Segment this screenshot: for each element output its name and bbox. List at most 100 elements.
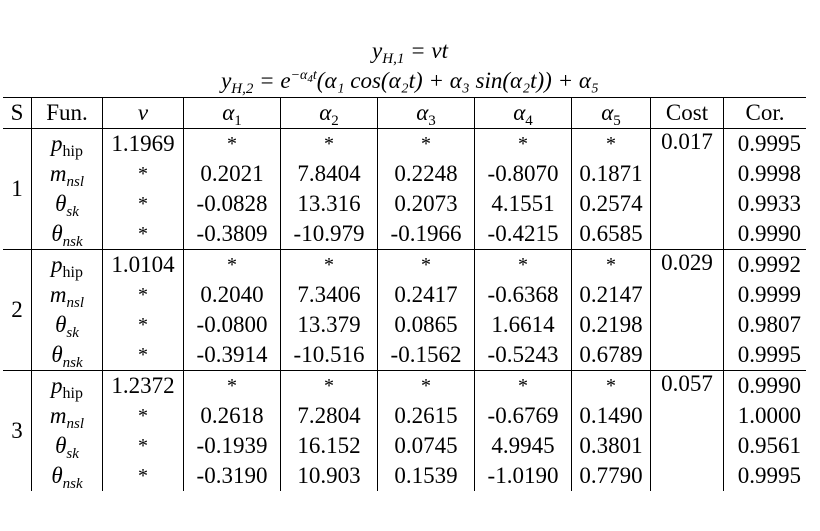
- equation-y-h2: yH,2 = e−α4t(α₁ cos(α₂t) + α₃ sin(α₂t)) …: [0, 68, 820, 94]
- cell-alpha5: 0.3801: [572, 431, 651, 461]
- cell-fun: θsk: [32, 431, 103, 461]
- cell-cor: 0.9995: [724, 129, 807, 160]
- cell-alpha4: 4.9945: [475, 431, 572, 461]
- cell-nu: *: [103, 310, 184, 340]
- table-group-1: 1 phip 1.1969 * * * * * 0.017 0.9995 mnsl * 0.2021 7.…: [3, 129, 806, 250]
- cell-cost: 0.029: [651, 250, 724, 281]
- cell-alpha1: *: [184, 250, 281, 281]
- fun-subscript: sk: [66, 325, 79, 341]
- table-row: mnsl * 0.2040 7.3406 0.2417 -0.6368 0.2147 0.99…: [3, 280, 806, 310]
- cell-cost: [651, 431, 724, 461]
- header-alpha1-sub: 1: [234, 113, 242, 129]
- fun-symbol: m: [50, 161, 67, 186]
- cell-cor: 0.9990: [724, 371, 807, 402]
- cell-alpha3: 0.0745: [378, 431, 475, 461]
- cell-cor: 0.9995: [724, 340, 807, 371]
- header-alpha4-sub: 4: [525, 113, 533, 129]
- cell-alpha3: 0.0865: [378, 310, 475, 340]
- cell-nu: 1.1969: [103, 129, 184, 160]
- cell-cor: 0.9990: [724, 219, 807, 250]
- header-alpha3: α3: [378, 98, 475, 129]
- cell-fun: mnsl: [32, 280, 103, 310]
- header-fun: Fun.: [32, 98, 103, 129]
- cell-fun: mnsl: [32, 159, 103, 189]
- fun-symbol: θ: [51, 221, 62, 246]
- cell-fun: phip: [32, 129, 103, 160]
- cell-s: 1: [3, 129, 32, 250]
- cell-alpha2: 7.3406: [281, 280, 378, 310]
- fun-symbol: p: [51, 252, 63, 277]
- cell-alpha5: 0.1490: [572, 401, 651, 431]
- fun-symbol: θ: [55, 191, 66, 216]
- cell-nu: *: [103, 159, 184, 189]
- cell-alpha4: -1.0190: [475, 461, 572, 491]
- fun-symbol: θ: [51, 342, 62, 367]
- fun-symbol: m: [50, 403, 67, 428]
- cell-cost: [651, 310, 724, 340]
- fun-subscript: nsk: [63, 355, 83, 371]
- fun-subscript: sk: [66, 446, 79, 462]
- cell-alpha3: *: [378, 371, 475, 402]
- header-s: S: [3, 98, 32, 129]
- cell-alpha2: 13.316: [281, 189, 378, 219]
- cell-alpha5: *: [572, 371, 651, 402]
- header-alpha2: α2: [281, 98, 378, 129]
- header-alpha2-sym: α: [319, 100, 331, 125]
- header-cor: Cor.: [724, 98, 807, 129]
- cell-cost: [651, 189, 724, 219]
- cell-fun: phip: [32, 371, 103, 402]
- cell-alpha2: *: [281, 371, 378, 402]
- fun-subscript: sk: [66, 204, 79, 220]
- cell-alpha5: *: [572, 250, 651, 281]
- cell-s: 3: [3, 371, 32, 492]
- cell-alpha3: 0.1539: [378, 461, 475, 491]
- cell-nu: *: [103, 219, 184, 250]
- cell-fun: mnsl: [32, 401, 103, 431]
- eq1-lhs-sub: H,1: [382, 51, 404, 67]
- fun-subscript: hip: [63, 143, 83, 160]
- cell-alpha4: -0.4215: [475, 219, 572, 250]
- cell-cor: 0.9807: [724, 310, 807, 340]
- cell-cor: 0.9933: [724, 189, 807, 219]
- cell-alpha1: *: [184, 129, 281, 160]
- cell-alpha5: 0.6585: [572, 219, 651, 250]
- cell-fun: θsk: [32, 189, 103, 219]
- cell-alpha3: -0.1562: [378, 340, 475, 371]
- cell-cost: [651, 159, 724, 189]
- header-alpha5-sym: α: [601, 100, 613, 125]
- cell-alpha3: 0.2417: [378, 280, 475, 310]
- fun-subscript: hip: [63, 385, 83, 402]
- table-header: S Fun. ν α1 α2 α3 α4 α5 Cost Cor.: [3, 98, 806, 129]
- cell-alpha4: *: [475, 129, 572, 160]
- cell-nu: *: [103, 189, 184, 219]
- cell-alpha5: 0.7790: [572, 461, 651, 491]
- header-alpha2-sub: 2: [331, 113, 339, 129]
- cell-alpha5: *: [572, 129, 651, 160]
- cell-alpha4: -0.5243: [475, 340, 572, 371]
- header-alpha5: α5: [572, 98, 651, 129]
- table-row: θsk * -0.0800 13.379 0.0865 1.6614 0.2198 0.980…: [3, 310, 806, 340]
- cell-cost: 0.017: [651, 129, 724, 160]
- table-row: mnsl * 0.2021 7.8404 0.2248 -0.8070 0.1871 0.99…: [3, 159, 806, 189]
- cell-alpha3: *: [378, 129, 475, 160]
- table-row: 3 phip 1.2372 * * * * * 0.057 0.9990: [3, 371, 806, 402]
- cell-alpha1: -0.3809: [184, 219, 281, 250]
- cell-alpha1: -0.3914: [184, 340, 281, 371]
- cell-alpha4: -0.6368: [475, 280, 572, 310]
- cell-alpha1: *: [184, 371, 281, 402]
- cell-alpha2: 13.379: [281, 310, 378, 340]
- cell-fun: θnsk: [32, 340, 103, 371]
- results-table: S Fun. ν α1 α2 α3 α4 α5 Cost Cor. 1 phip 1…: [3, 97, 806, 491]
- cell-alpha4: -0.6769: [475, 401, 572, 431]
- cell-cost: 0.057: [651, 371, 724, 402]
- eq1-rhs: = vt: [404, 38, 448, 63]
- cell-alpha2: 16.152: [281, 431, 378, 461]
- cell-nu: *: [103, 431, 184, 461]
- cell-cor: 0.9995: [724, 461, 807, 491]
- cell-fun: θnsk: [32, 461, 103, 491]
- cell-nu: *: [103, 280, 184, 310]
- eq2-body: (α₁ cos(α₂t) + α₃ sin(α₂t)) + α₅: [317, 68, 599, 93]
- cell-alpha2: *: [281, 250, 378, 281]
- fun-symbol: θ: [55, 433, 66, 458]
